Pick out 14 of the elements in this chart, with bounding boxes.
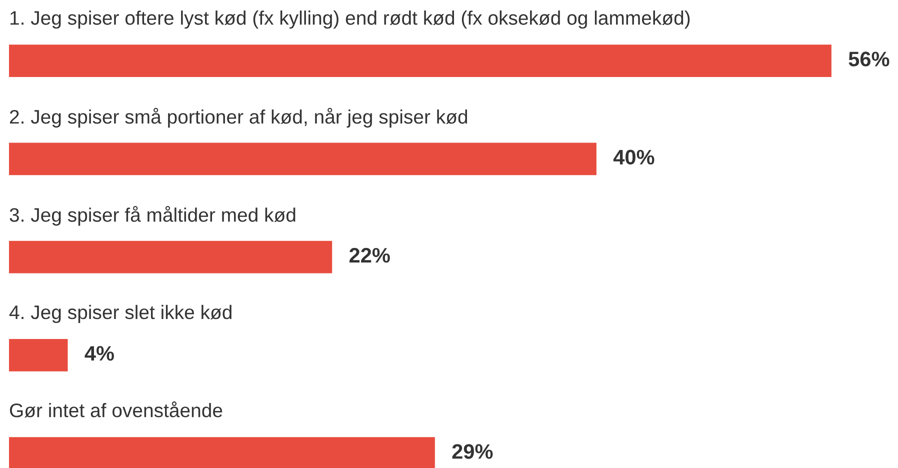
data-label: 22% — [349, 248, 390, 263]
data-label: 40% — [613, 150, 654, 165]
bar — [9, 44, 832, 78]
y-tick-label: 3. Jeg spiser få måltider med kød — [10, 206, 296, 226]
data-label: 4% — [84, 346, 114, 361]
bar — [9, 240, 332, 274]
bar — [9, 142, 596, 176]
y-tick-label: 1. Jeg spiser oftere lyst kød (fx kylling) end rødt kød (fx oksekød og lammekød) — [10, 10, 690, 29]
bar — [9, 338, 68, 372]
y-tick-label: 4. Jeg spiser slet ikke kød — [9, 304, 232, 324]
y-tick-label: Gør intet af ovenstående — [10, 401, 222, 418]
data-label: 56% — [848, 52, 890, 66]
y-tick-label: 2. Jeg spiser små portioner af kød, når jeg spiser kød — [10, 108, 468, 128]
data-label: 29% — [452, 444, 493, 459]
